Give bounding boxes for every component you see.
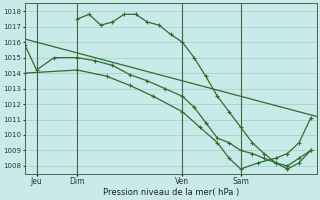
- X-axis label: Pression niveau de la mer( hPa ): Pression niveau de la mer( hPa ): [103, 188, 239, 197]
